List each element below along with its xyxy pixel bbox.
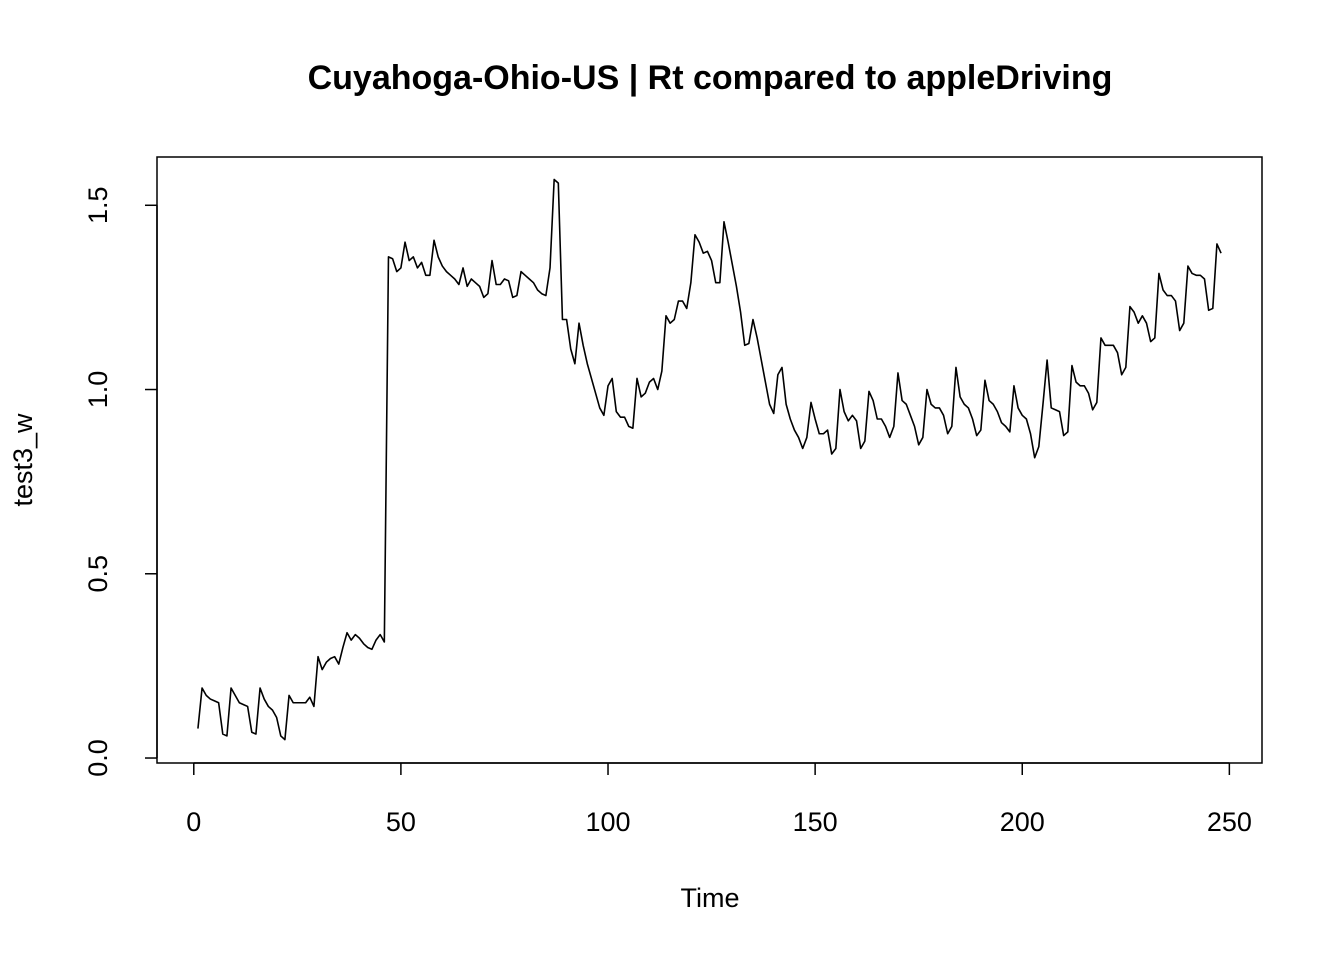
x-axis-label: Time xyxy=(681,883,740,913)
y-tick-label: 0.5 xyxy=(83,555,113,593)
y-tick-label: 1.0 xyxy=(83,371,113,409)
y-axis-label: test3_w xyxy=(8,413,38,507)
plot-box xyxy=(156,156,1263,764)
data-line xyxy=(197,178,1222,741)
y-tick-label: 1.5 xyxy=(83,187,113,225)
x-tick-label: 150 xyxy=(793,807,838,837)
x-tick-label: 100 xyxy=(585,807,630,837)
x-tick-label: 250 xyxy=(1207,807,1252,837)
x-tick-label: 0 xyxy=(186,807,201,837)
y-tick-label: 0.0 xyxy=(83,739,113,777)
x-tick-label: 50 xyxy=(386,807,416,837)
x-tick-label: 200 xyxy=(1000,807,1045,837)
chart-title: Cuyahoga-Ohio-US | Rt compared to appleD… xyxy=(308,59,1113,97)
